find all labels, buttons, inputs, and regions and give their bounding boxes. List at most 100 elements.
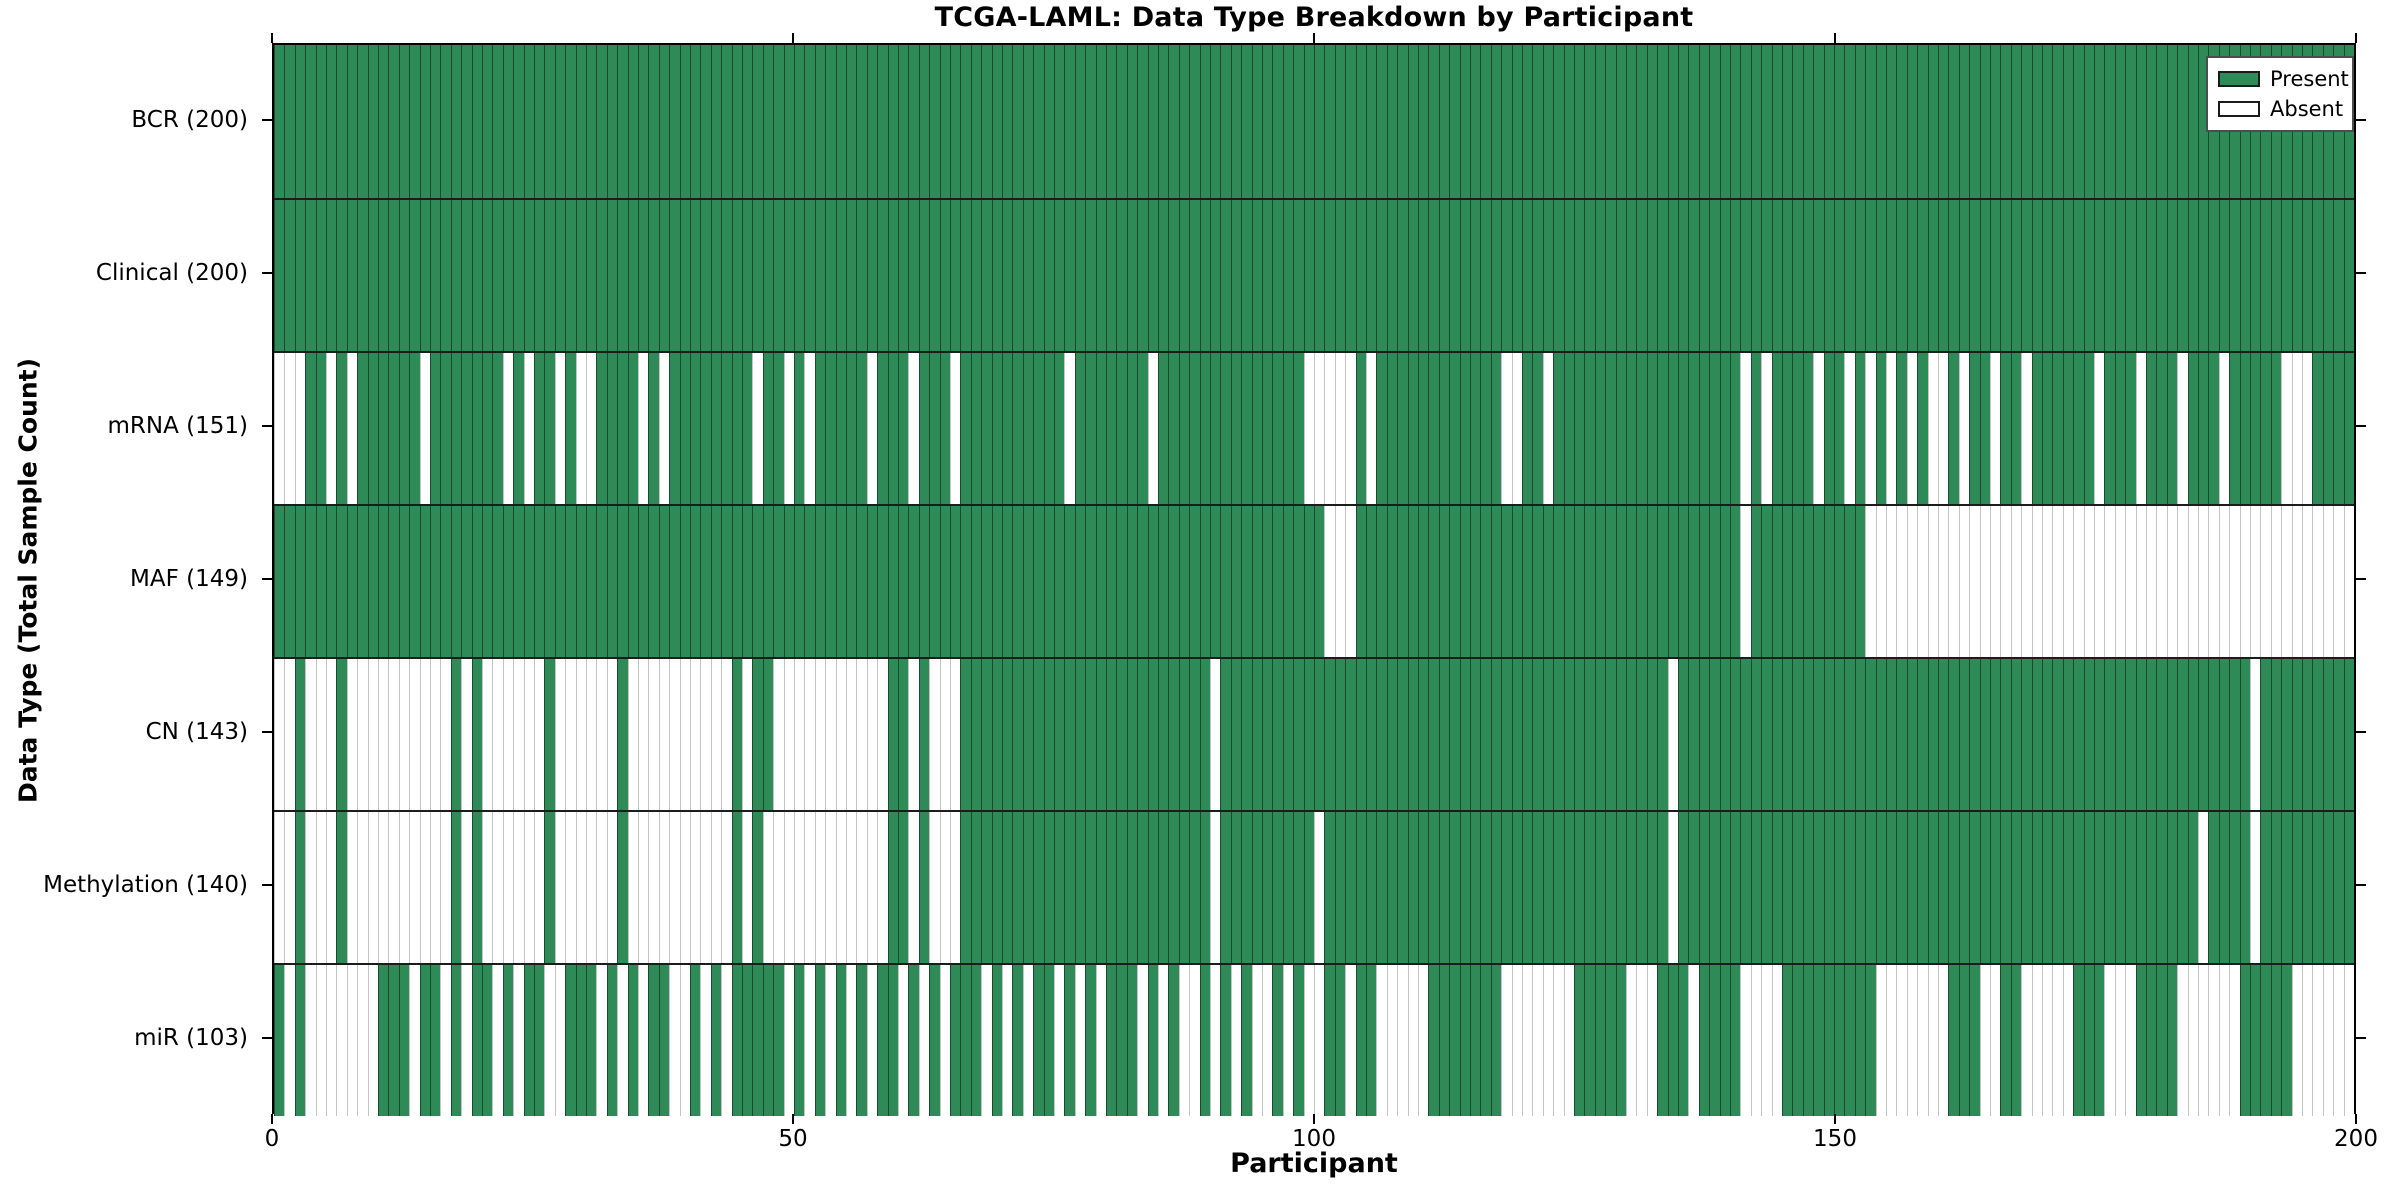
- matrix-cell-mRNA-91: [1220, 353, 1231, 504]
- matrix-cell-BCR-159: [1927, 45, 1938, 198]
- matrix-cell-Clinical-184: [2187, 200, 2198, 351]
- matrix-cell-BCR-118: [1501, 45, 1512, 198]
- matrix-cell-Clinical-40: [690, 200, 701, 351]
- matrix-cell-BCR-148: [1813, 45, 1824, 198]
- matrix-cell-MAF-77: [1074, 506, 1086, 657]
- matrix-cell-miR-18: [461, 965, 472, 1116]
- matrix-cell-Methylation-6: [336, 812, 347, 963]
- matrix-cell-MAF-81: [1116, 506, 1127, 657]
- matrix-cell-Methylation-172: [2062, 812, 2074, 963]
- matrix-cell-Clinical-146: [1792, 200, 1803, 351]
- matrix-cell-miR-58: [877, 965, 888, 1116]
- matrix-cell-BCR-95: [1262, 45, 1273, 198]
- matrix-cell-Methylation-129: [1615, 812, 1626, 963]
- matrix-cell-mRNA-86: [1168, 353, 1179, 504]
- matrix-cell-Clinical-47: [762, 200, 774, 351]
- matrix-cell-miR-71: [1012, 965, 1023, 1116]
- matrix-cell-mRNA-33: [617, 353, 628, 504]
- chart-title: TCGA-LAML: Data Type Breakdown by Partic…: [934, 2, 1694, 33]
- matrix-cell-Clinical-152: [1854, 200, 1866, 351]
- matrix-cell-BCR-176: [2104, 45, 2115, 198]
- matrix-cell-Clinical-68: [981, 200, 992, 351]
- matrix-cell-miR-73: [1033, 965, 1044, 1116]
- matrix-cell-CN-103: [1345, 659, 1356, 810]
- matrix-cell-mRNA-158: [1917, 353, 1928, 504]
- matrix-cell-MAF-168: [2021, 506, 2032, 657]
- matrix-cell-Clinical-2: [294, 200, 306, 351]
- matrix-cell-CN-185: [2198, 659, 2209, 810]
- matrix-cell-Clinical-133: [1657, 200, 1668, 351]
- matrix-cell-Clinical-122: [1542, 200, 1554, 351]
- matrix-cell-CN-100: [1314, 659, 1325, 810]
- matrix-cell-Methylation-93: [1241, 812, 1252, 963]
- matrix-cell-CN-72: [1022, 659, 1034, 810]
- matrix-cell-MAF-177: [2114, 506, 2126, 657]
- matrix-cell-mRNA-27: [554, 353, 566, 504]
- matrix-cell-MAF-146: [1792, 506, 1803, 657]
- matrix-cell-Clinical-135: [1678, 200, 1689, 351]
- matrix-cell-Clinical-84: [1147, 200, 1158, 351]
- matrix-cell-Clinical-87: [1178, 200, 1190, 351]
- matrix-cell-CN-79: [1095, 659, 1106, 810]
- matrix-cell-CN-141: [1740, 659, 1751, 810]
- matrix-cell-MAF-30: [586, 506, 597, 657]
- matrix-cell-MAF-27: [554, 506, 566, 657]
- matrix-cell-miR-16: [440, 965, 451, 1116]
- matrix-cell-Methylation-59: [887, 812, 898, 963]
- matrix-cell-CN-87: [1178, 659, 1190, 810]
- matrix-cell-Clinical-25: [534, 200, 545, 351]
- matrix-cell-BCR-74: [1043, 45, 1054, 198]
- matrix-cell-Methylation-130: [1626, 812, 1637, 963]
- matrix-cell-mRNA-199: [2343, 353, 2354, 504]
- y-tick: [2356, 730, 2366, 733]
- matrix-cell-BCR-136: [1688, 45, 1699, 198]
- matrix-cell-Clinical-137: [1698, 200, 1710, 351]
- matrix-cell-miR-1: [284, 965, 295, 1116]
- matrix-cell-mRNA-116: [1480, 353, 1491, 504]
- matrix-cell-CN-169: [2031, 659, 2042, 810]
- matrix-cell-miR-5: [326, 965, 337, 1116]
- matrix-cell-CN-161: [1948, 659, 1959, 810]
- matrix-cell-miR-17: [450, 965, 462, 1116]
- matrix-cell-Methylation-100: [1314, 812, 1325, 963]
- matrix-cell-BCR-155: [1886, 45, 1897, 198]
- matrix-cell-mRNA-82: [1126, 353, 1138, 504]
- matrix-cell-BCR-87: [1178, 45, 1190, 198]
- matrix-cell-mRNA-193: [2281, 353, 2292, 504]
- matrix-cell-miR-165: [1990, 965, 2001, 1116]
- matrix-cell-mRNA-12: [398, 353, 410, 504]
- matrix-cell-miR-98: [1293, 965, 1304, 1116]
- matrix-cell-Clinical-30: [586, 200, 597, 351]
- matrix-cell-BCR-15: [430, 45, 441, 198]
- matrix-cell-mRNA-120: [1522, 353, 1533, 504]
- matrix-cell-mRNA-138: [1709, 353, 1720, 504]
- matrix-cell-Clinical-172: [2062, 200, 2074, 351]
- matrix-cell-miR-72: [1022, 965, 1034, 1116]
- matrix-cell-mRNA-101: [1324, 353, 1335, 504]
- matrix-cell-Clinical-143: [1761, 200, 1772, 351]
- matrix-cell-BCR-162: [1958, 45, 1970, 198]
- matrix-cell-CN-145: [1782, 659, 1793, 810]
- matrix-cell-Clinical-138: [1709, 200, 1720, 351]
- matrix-cell-miR-130: [1626, 965, 1637, 1116]
- matrix-cell-MAF-66: [960, 506, 971, 657]
- matrix-cell-Clinical-160: [1938, 200, 1949, 351]
- matrix-cell-Methylation-84: [1147, 812, 1158, 963]
- matrix-cell-Methylation-143: [1761, 812, 1772, 963]
- matrix-cell-mRNA-8: [357, 353, 368, 504]
- matrix-cell-BCR-23: [513, 45, 524, 198]
- matrix-cell-MAF-196: [2312, 506, 2323, 657]
- matrix-cell-CN-51: [804, 659, 815, 810]
- matrix-cell-mRNA-96: [1272, 353, 1283, 504]
- matrix-cell-miR-111: [1428, 965, 1439, 1116]
- matrix-cell-BCR-20: [482, 45, 493, 198]
- matrix-cell-BCR-104: [1355, 45, 1366, 198]
- matrix-cell-MAF-190: [2250, 506, 2261, 657]
- matrix-cell-Clinical-198: [2333, 200, 2344, 351]
- matrix-cell-BCR-137: [1698, 45, 1710, 198]
- matrix-cell-miR-118: [1501, 965, 1512, 1116]
- matrix-cell-CN-164: [1979, 659, 1990, 810]
- matrix-cell-mRNA-1: [284, 353, 295, 504]
- matrix-cell-BCR-49: [783, 45, 794, 198]
- matrix-cell-Methylation-180: [2146, 812, 2157, 963]
